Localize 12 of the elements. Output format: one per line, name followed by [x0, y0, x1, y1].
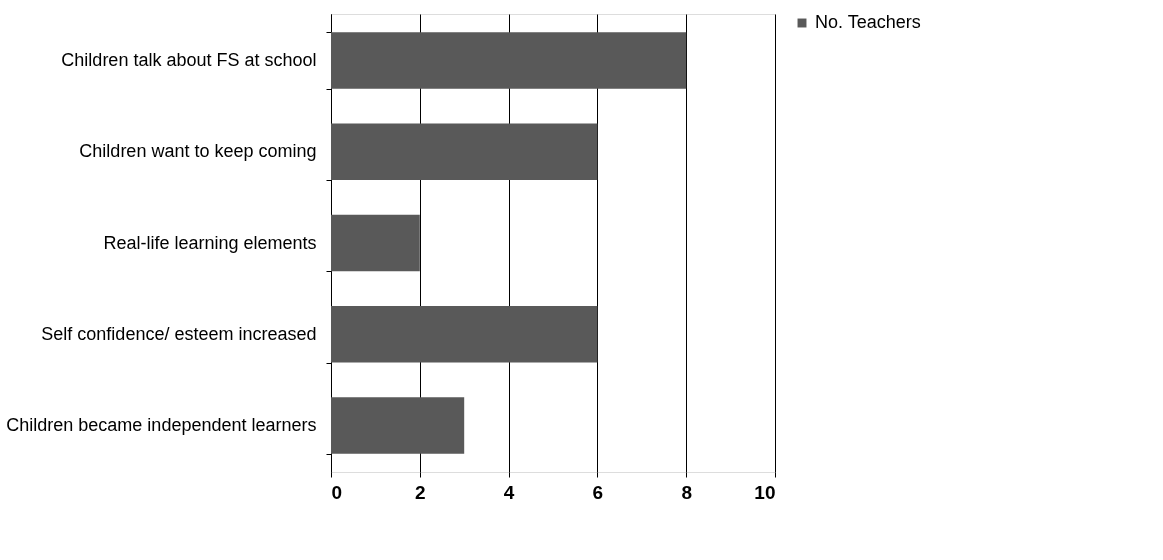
- y-tick-label: Children became independent learners: [6, 414, 317, 435]
- x-tick-label: 2: [415, 481, 426, 503]
- x-tick-label: 4: [503, 481, 515, 503]
- x-tick-label: 8: [681, 481, 692, 503]
- y-tick-label: Self confidence/ esteem increased: [41, 323, 317, 344]
- legend-label: No. Teachers: [815, 12, 921, 32]
- x-tick-label: 6: [592, 481, 604, 503]
- y-tick-label: Children talk about FS at school: [61, 50, 317, 71]
- x-tick-label: 10: [754, 481, 776, 503]
- y-tick-label: Real-life learning elements: [103, 232, 317, 253]
- y-tick-label: Children want to keep coming: [79, 141, 317, 162]
- x-tick-label: 0: [331, 481, 343, 503]
